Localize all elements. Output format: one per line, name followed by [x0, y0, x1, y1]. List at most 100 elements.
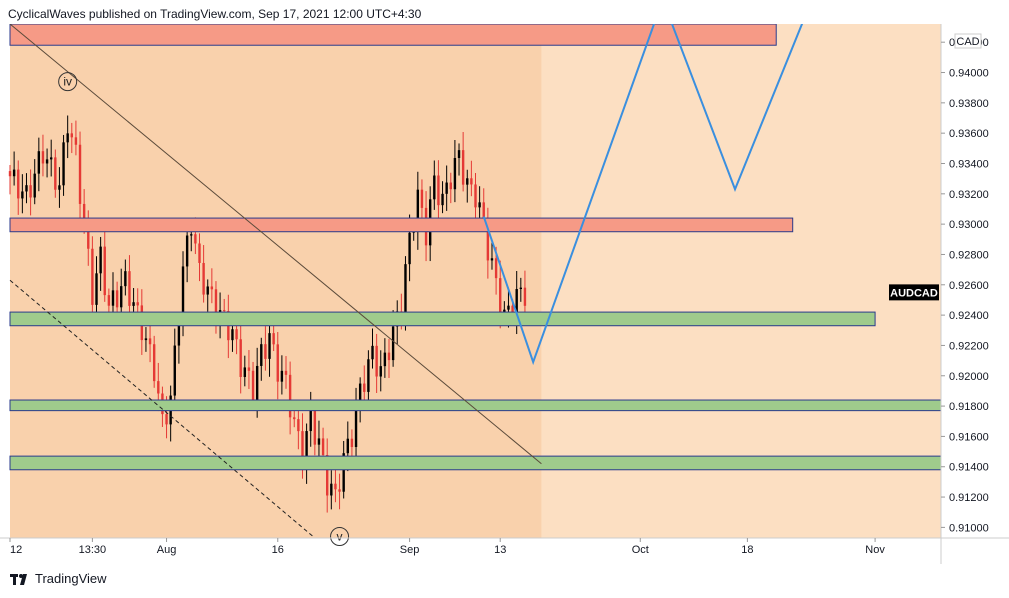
candle — [25, 173, 28, 204]
candle-body — [132, 302, 135, 306]
candle-body — [144, 338, 148, 341]
x-tick-label: Aug — [157, 544, 177, 556]
candle-body — [231, 329, 234, 341]
channel-line — [9, 279, 316, 539]
y-tick-label: 0.92600 — [949, 280, 989, 292]
candle-body — [91, 248, 94, 305]
candle — [29, 169, 32, 216]
candle-body — [391, 326, 395, 361]
candle-body — [128, 271, 131, 306]
candle-body — [375, 345, 378, 377]
candle — [490, 242, 494, 270]
candle-body — [70, 133, 73, 138]
candle — [284, 356, 288, 389]
candle-body — [280, 370, 284, 382]
candle-body — [136, 302, 139, 306]
candle-body — [379, 366, 382, 377]
candle — [45, 148, 49, 178]
candle — [144, 327, 148, 352]
candle — [325, 438, 329, 513]
currency-badge-box — [954, 33, 982, 49]
candle — [280, 355, 284, 395]
symbol-tag-box — [889, 284, 939, 301]
candle-body — [288, 374, 292, 418]
candle-body — [78, 144, 82, 204]
x-tick-label: 12 — [10, 544, 22, 556]
candle-body — [363, 383, 366, 392]
candle-body — [148, 338, 152, 345]
candle — [441, 181, 444, 214]
candle — [21, 174, 24, 214]
candle-body — [177, 325, 181, 346]
candle-body — [330, 483, 333, 496]
candle — [288, 361, 292, 435]
candle — [474, 172, 477, 223]
currency-badge: CAD — [954, 33, 982, 49]
candle — [383, 338, 387, 378]
candle-body — [202, 262, 205, 295]
candle-body — [482, 202, 485, 222]
candle — [173, 328, 176, 404]
candle-body — [470, 178, 473, 185]
y-tick-label: 0.93000 — [949, 219, 989, 231]
symbol-tag: AUDCAD — [889, 284, 939, 301]
candle-body — [21, 191, 24, 199]
candle-body — [74, 137, 78, 145]
candle-body — [383, 352, 387, 367]
candle-body — [321, 438, 325, 456]
candle — [12, 151, 16, 186]
candle-body — [103, 246, 106, 296]
candle-body — [185, 235, 189, 267]
candle-body — [87, 225, 90, 249]
candle-body — [284, 370, 288, 375]
x-tick-label: Nov — [865, 544, 885, 556]
candle-body — [124, 271, 127, 287]
candle — [338, 473, 341, 510]
candle — [37, 137, 41, 192]
candle-body — [66, 133, 69, 143]
candle — [478, 186, 481, 224]
candle-body — [165, 414, 168, 425]
candle-body — [301, 431, 304, 469]
candle — [58, 167, 61, 208]
candle — [17, 160, 20, 215]
candle-body — [58, 185, 61, 190]
candle-body — [358, 383, 362, 406]
price-axis-panel — [941, 24, 1009, 564]
candle — [243, 355, 247, 387]
candle — [453, 140, 457, 203]
candle-body — [317, 438, 321, 445]
price-chart[interactable]: ivv0.942000.940000.938000.936000.934000.… — [0, 15, 1009, 564]
candle-body — [474, 184, 477, 208]
candle-body — [338, 489, 341, 492]
candle — [305, 423, 308, 484]
candle — [420, 179, 424, 219]
candle — [111, 272, 115, 318]
candle-body — [420, 189, 424, 208]
candle-body — [523, 287, 527, 306]
candle — [91, 236, 94, 319]
candle — [239, 323, 242, 394]
candle-body — [305, 431, 308, 469]
candle-body — [309, 410, 312, 432]
wave-label-circle — [58, 72, 78, 92]
candle-body — [461, 150, 465, 185]
support-zone — [9, 311, 876, 327]
y-tick-label: 0.93800 — [949, 98, 989, 110]
candle — [33, 159, 36, 205]
candle — [78, 131, 82, 223]
wave-label-circle — [330, 526, 350, 546]
candle — [152, 335, 156, 388]
y-tick-label: 0.92400 — [949, 310, 989, 322]
candle-body — [37, 151, 41, 174]
y-tick-label: 0.91800 — [949, 401, 989, 413]
candle — [519, 277, 523, 302]
candle-body — [325, 455, 329, 496]
tradingview-logo-icon — [10, 573, 27, 585]
candle-body — [457, 150, 461, 159]
candle-body — [433, 175, 436, 200]
chart-svg[interactable]: ivv0.942000.940000.938000.936000.934000.… — [0, 15, 1009, 564]
x-tick-label: Oct — [632, 544, 649, 556]
candle — [49, 139, 53, 177]
candle-body — [293, 417, 296, 420]
